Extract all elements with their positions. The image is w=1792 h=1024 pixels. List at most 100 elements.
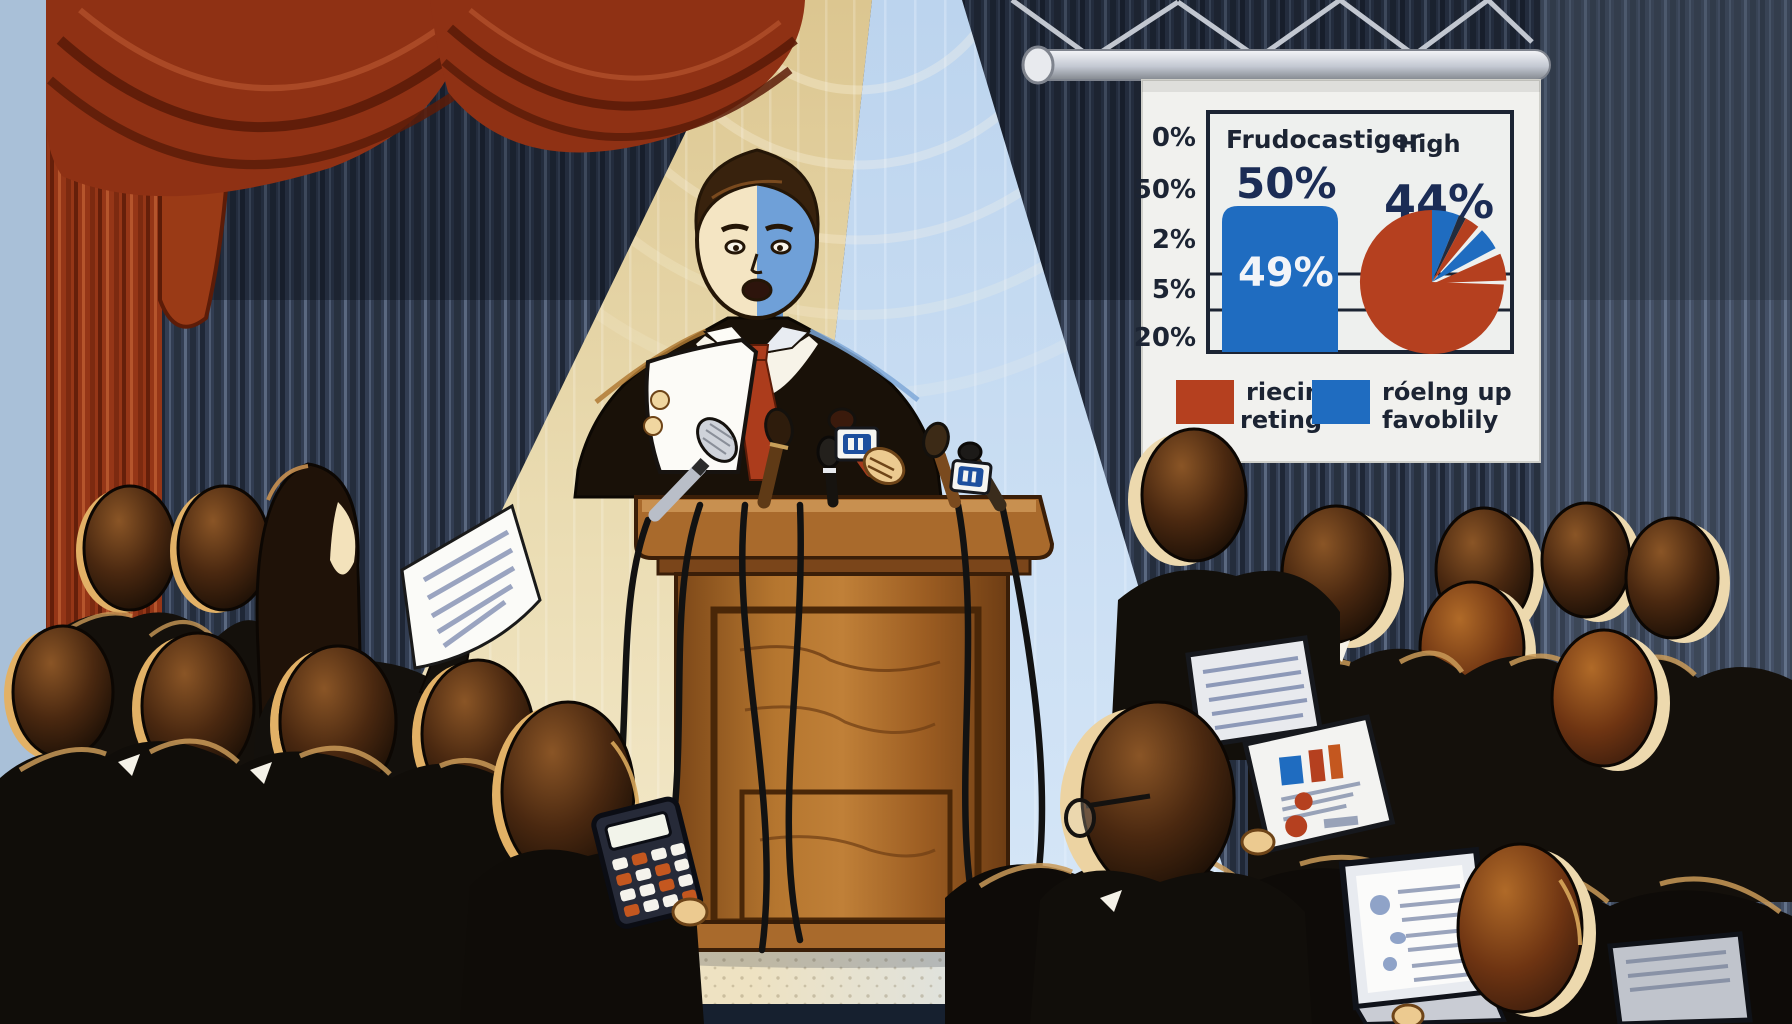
- silver-microphone: [648, 417, 738, 522]
- podium-molding: [656, 556, 1032, 576]
- head: [11, 624, 115, 760]
- tablet-gray-bar: [1323, 815, 1359, 829]
- nose: [750, 253, 763, 275]
- doc-blob: [1390, 932, 1406, 944]
- screen-text-lines: [1202, 656, 1308, 730]
- reporter-back-left-2: [170, 484, 272, 613]
- pupil-left: [733, 245, 739, 251]
- black-microphone: [816, 435, 842, 508]
- swag-highlight-arc: [468, 8, 782, 81]
- tablet-chart-blue-bar: [1278, 755, 1304, 786]
- head: [82, 484, 178, 612]
- y-tick-label: 20%: [1134, 323, 1196, 353]
- handheld-red-microphone: [827, 407, 906, 486]
- swag-arc: [441, 58, 793, 142]
- mic-flag-logo: [957, 466, 984, 488]
- collar-wedge: [250, 762, 272, 784]
- audience-left: [0, 462, 709, 1024]
- mic-head: [957, 441, 983, 463]
- glasses-temple: [1085, 793, 1151, 809]
- pupil-right: [777, 245, 783, 251]
- head: [1624, 516, 1720, 640]
- y-tick-label: 2%: [1152, 225, 1196, 255]
- head: [1140, 427, 1248, 563]
- head: [1540, 501, 1632, 619]
- swag-arc: [47, 76, 465, 170]
- calculator-screen: [604, 811, 672, 851]
- press-release-paper: [400, 503, 542, 670]
- pie-chart-title: High: [1398, 130, 1461, 158]
- tan-microphone: [922, 421, 961, 508]
- poster-assembly: 0% 50% 2% 5% 20% Frudocastiger 50% 49% H…: [1010, 0, 1551, 463]
- hair-shine: [711, 179, 783, 200]
- reporter-mid-left-1: [4, 624, 115, 761]
- speaker-left-finger: [643, 416, 663, 436]
- reporter-right-back-3: [1540, 501, 1642, 622]
- collar-wedge: [1100, 890, 1122, 912]
- tablet-chart-red-bar: [1308, 749, 1326, 783]
- pie-slice-main: [1359, 209, 1504, 354]
- hand-fingers: [867, 456, 895, 480]
- speaker-left-finger: [650, 390, 670, 410]
- brown-microphone: [757, 407, 794, 509]
- tablet-red-dot: [1294, 792, 1313, 811]
- typing-hand: [1391, 1003, 1425, 1024]
- paper-text-lines: [422, 529, 516, 649]
- pie-slice-blue1: [1432, 209, 1459, 282]
- head: [1456, 842, 1584, 1014]
- shoulder-rim-lights: [18, 738, 522, 790]
- tablet-red-dot: [1285, 815, 1308, 838]
- shoulders: [1030, 870, 1312, 1024]
- swag-highlight-arc: [78, 7, 450, 92]
- poster-top-shade: [1142, 80, 1540, 92]
- doc-text-lines: [1625, 950, 1731, 992]
- flagged-microphone-right: [949, 441, 1007, 512]
- reporter-with-glasses: [1030, 700, 1312, 1024]
- glasses-lens: [1064, 798, 1096, 838]
- mic-flag-logo: [843, 434, 871, 454]
- doc-text-lines: [1397, 884, 1473, 982]
- face-profile: [330, 502, 356, 575]
- hair-shine: [266, 464, 309, 501]
- wood-grain: [744, 705, 936, 734]
- hair-rim-light: [1558, 878, 1582, 946]
- reporter-back-left-1: [76, 484, 178, 613]
- poster-hanging-rod: [1029, 49, 1551, 81]
- y-tick-label: 0%: [1152, 123, 1196, 153]
- eyebrow-left: [720, 223, 750, 233]
- rod-end-cap: [1021, 45, 1055, 85]
- doc-blob: [1370, 895, 1390, 915]
- legend-label: reting: [1240, 406, 1322, 434]
- bar-chart-bar: [1222, 206, 1338, 352]
- hand-holding-tablet: [1240, 828, 1276, 856]
- pie-slice-orange2: [1434, 253, 1507, 283]
- audience-right: [945, 427, 1792, 1024]
- hand-on-calculator: [671, 897, 709, 927]
- poster-legend: riecing reting róelng up favoblily: [1176, 378, 1512, 434]
- legend-label: róelng up: [1382, 378, 1512, 406]
- bar-chart-headline: 50%: [1236, 159, 1337, 208]
- calculator-keys: [612, 843, 697, 917]
- mouth-open: [741, 278, 773, 302]
- poster-y-axis: 0% 50% 2% 5% 20%: [1134, 123, 1196, 353]
- reporter-right-auburn-2: [1550, 628, 1670, 771]
- laptop-bottom-right: [1338, 846, 1507, 1024]
- calculator: [591, 796, 704, 929]
- bar-value-label: 49%: [1238, 250, 1334, 296]
- y-tick-label: 50%: [1134, 175, 1196, 205]
- laptop-far-corner: [1607, 931, 1753, 1024]
- legend-swatch-blue: [1312, 380, 1370, 424]
- podium-top-highlight: [642, 500, 1036, 512]
- speaker-hair: [694, 148, 820, 241]
- pie-chart: [1359, 209, 1507, 354]
- wood-grain: [739, 645, 941, 673]
- tablet-with-chart: [1242, 714, 1396, 854]
- shoulder-rim-light: [148, 620, 214, 638]
- tablet-chart-red-bar: [1327, 744, 1344, 780]
- legend-swatch-red: [1176, 380, 1234, 424]
- news-mic-flag: [949, 459, 993, 496]
- head: [1550, 628, 1658, 768]
- swag-arc: [447, 24, 798, 111]
